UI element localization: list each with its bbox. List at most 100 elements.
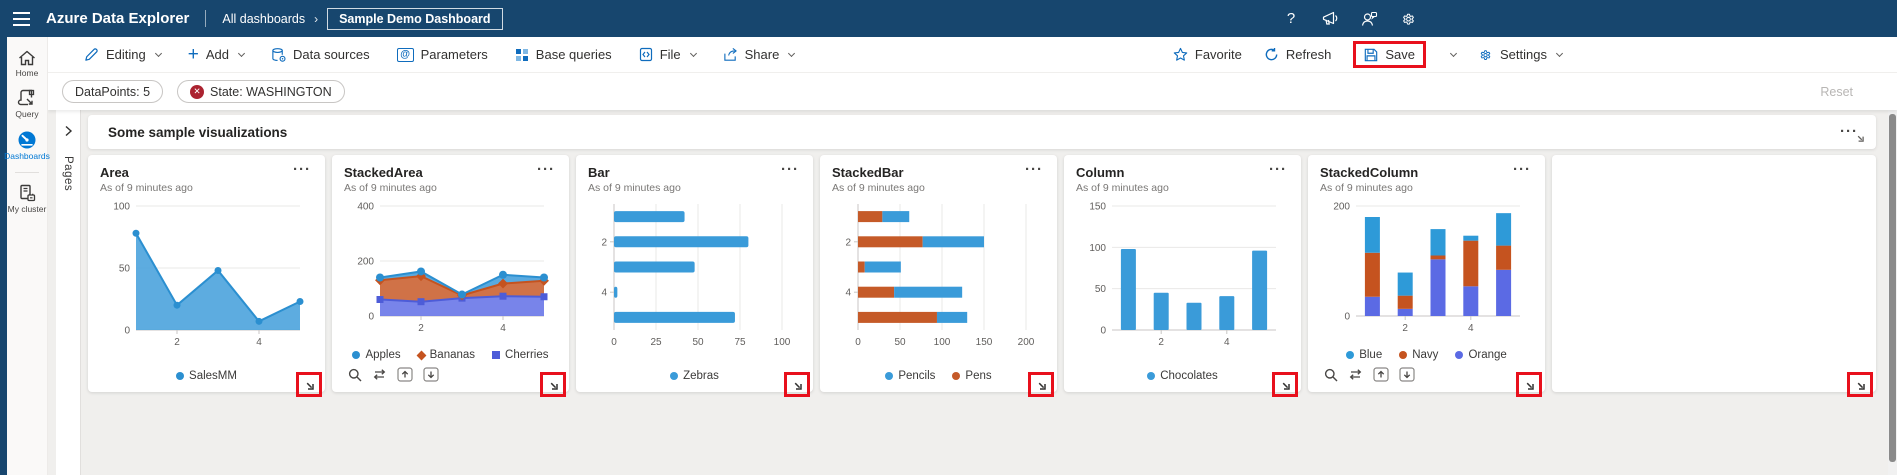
tile-header: StackedColumn As of 9 minutes ago ··· [1320,161,1533,194]
breadcrumb-current-dashboard[interactable]: Sample Demo Dashboard [327,7,503,30]
swap-axes-icon[interactable] [372,368,387,381]
move-up-icon[interactable] [1373,367,1389,382]
search-icon[interactable] [348,368,362,382]
base-queries-button[interactable]: Base queries [515,47,612,62]
settings-button[interactable]: Settings [1478,47,1564,62]
legend-marker-circle [1147,372,1156,380]
sidebar-item-home[interactable]: Home [7,49,48,78]
tile-resize-handle[interactable] [1855,129,1864,147]
chart-bar-h: 0 25 50 75 100 2 4 [601,204,790,348]
svg-text:75: 75 [734,337,746,348]
add-button[interactable]: + Add [188,45,246,64]
tile-more-icon[interactable]: ··· [293,161,311,178]
text-tile-sample-visualizations: Some sample visualizations ··· [88,115,1876,149]
legend-marker-circle [176,372,185,380]
legend-item[interactable]: Cherries [492,349,549,361]
svg-text:150: 150 [1089,202,1106,213]
refresh-button[interactable]: Refresh [1264,47,1331,62]
legend-item[interactable]: Bananas [416,349,475,361]
resize-highlight-annotation [1847,372,1873,397]
legend-item[interactable]: Pencils [885,370,935,382]
tile-freshness-label: As of 9 minutes ago [832,182,925,194]
share-icon [723,47,737,61]
move-down-icon[interactable] [1399,367,1415,382]
tile-resize-handle[interactable] [1280,380,1290,390]
parameters-button[interactable]: @ Parameters [396,47,488,62]
tile-resize-handle[interactable] [1524,380,1534,390]
chevron-down-icon [1449,49,1458,57]
editing-mode-button[interactable]: Editing [84,47,162,62]
hamburger-menu-icon[interactable] [0,11,42,26]
tile-more-icon[interactable]: ··· [537,161,555,178]
chart-stacked-area: 0 200 400 2 4 [357,202,549,334]
tile-more-icon[interactable]: ··· [1840,123,1858,140]
tile-resize-handle[interactable] [792,380,802,390]
tile-more-icon[interactable]: ··· [1513,161,1531,178]
tile-action-bar [344,365,557,386]
tile-title: Area [100,165,129,180]
legend-item[interactable]: Navy [1399,349,1438,361]
top-app-bar: Azure Data Explorer All dashboards › Sam… [0,0,1897,37]
tile-resize-handle[interactable] [1036,380,1046,390]
move-down-icon[interactable] [423,367,439,382]
filter-pill-state[interactable]: ✕ State: WASHINGTON [177,80,345,103]
tile-column: Column As of 9 minutes ago ··· 0 50 100 150 2 4 C… [1064,155,1301,397]
database-icon [272,47,286,62]
svg-text:2: 2 [418,323,424,334]
home-icon [19,50,35,66]
svg-text:50: 50 [1094,284,1106,295]
chart-legend: Zebras [588,370,801,386]
data-sources-button[interactable]: Data sources [271,47,370,63]
portal-settings-gear-icon[interactable] [1395,6,1421,32]
expand-pages-chevron-icon[interactable] [64,124,73,142]
file-menu-button[interactable]: File [639,47,697,62]
breadcrumb-all-dashboards[interactable]: All dashboards [222,11,306,26]
legend-item[interactable]: Blue [1346,349,1382,361]
left-edge-strip [0,37,7,475]
sidebar-item-query[interactable]: Query [7,89,48,119]
remove-filter-icon[interactable]: ✕ [190,84,205,99]
tile-resize-handle[interactable] [548,380,558,390]
legend-item[interactable]: SalesMM [176,370,237,382]
tile-resize-handle[interactable] [304,380,314,390]
tile-resize-handle[interactable] [1855,380,1865,390]
cluster-icon [20,184,36,202]
tile-header: Column As of 9 minutes ago ··· [1076,161,1289,194]
tiles-row: Area As of 9 minutes ago ··· 0 50 100 2 4 SalesM… [88,155,1876,397]
legend-item[interactable]: Chocolates [1147,370,1218,382]
legend-item[interactable]: Pens [952,370,992,382]
legend-item[interactable]: Zebras [670,370,719,382]
share-menu-button[interactable]: Share [723,47,796,62]
swap-axes-icon[interactable] [1348,368,1363,381]
feedback-megaphone-icon[interactable] [1317,6,1343,32]
pages-panel-collapsed: Pages [56,110,81,475]
sidebar-item-dashboards[interactable]: Dashboards [4,130,50,161]
reset-button-disabled[interactable]: Reset [1820,84,1853,99]
tile-more-icon[interactable]: ··· [1025,161,1043,178]
move-up-icon[interactable] [397,367,413,382]
user-feedback-icon[interactable] [1356,6,1382,32]
tile-more-icon[interactable]: ··· [781,161,799,178]
chevron-down-icon [237,49,246,57]
chevron-right-icon: › [314,11,319,26]
tile-more-icon[interactable]: ··· [1269,161,1287,178]
search-icon[interactable] [1324,368,1338,382]
filter-pill-datapoints[interactable]: DataPoints: 5 [62,80,164,103]
file-code-icon [639,47,652,62]
legend-item[interactable]: Orange [1455,349,1507,361]
svg-text:2: 2 [1158,337,1164,348]
favorite-button[interactable]: Favorite [1173,47,1242,62]
svg-text:50: 50 [692,337,704,348]
save-button[interactable]: Save [1364,47,1415,62]
svg-text:2: 2 [601,237,607,248]
topbar-icon-group: ? [1278,0,1421,37]
sidebar-item-my-cluster[interactable]: My cluster [7,184,48,214]
svg-text:2: 2 [1402,323,1408,334]
scrollbar-thumb[interactable] [1889,114,1896,462]
help-icon[interactable]: ? [1286,10,1296,27]
save-split-chevron[interactable] [1448,49,1458,57]
chart-stacked-column: 0 200 2 4 [1333,202,1520,334]
refresh-icon [1265,47,1278,61]
legend-item[interactable]: Apples [352,349,401,361]
tile-title: StackedArea [344,165,423,180]
